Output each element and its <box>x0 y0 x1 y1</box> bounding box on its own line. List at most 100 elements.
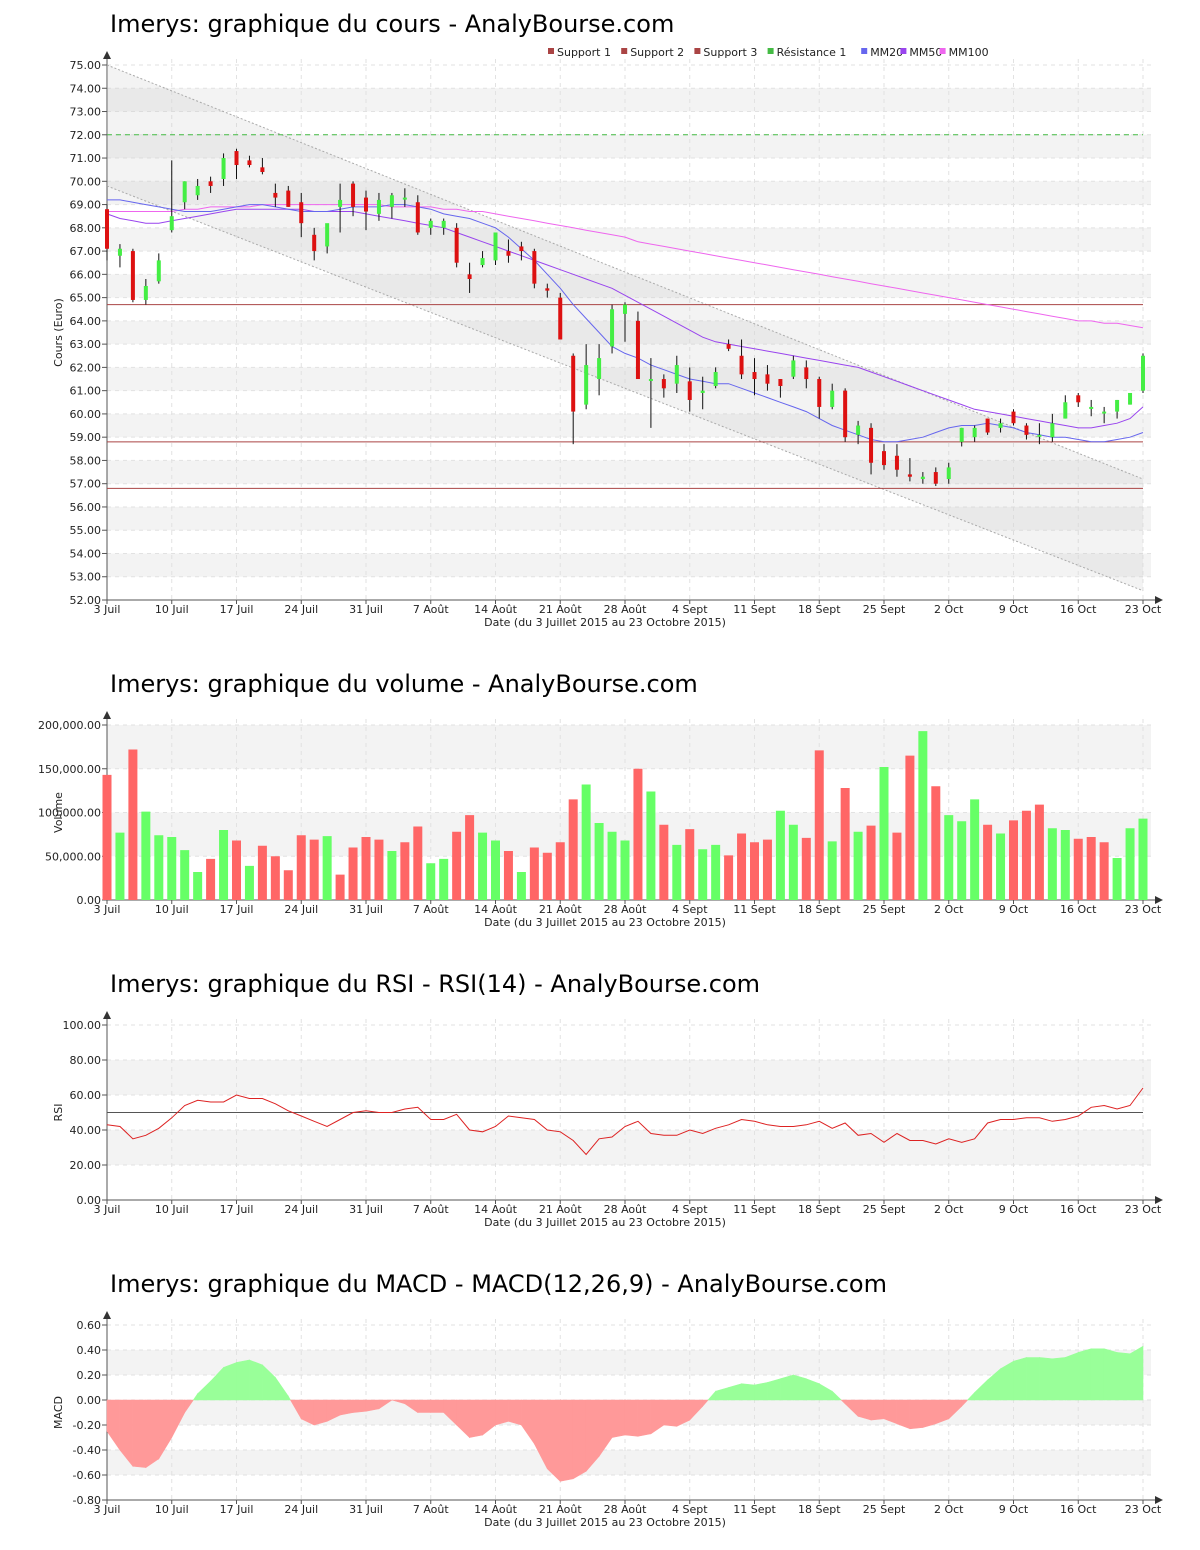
price-ytick-label: 56.00 <box>70 501 102 514</box>
macd-area-segment <box>275 1376 289 1401</box>
volume-bar <box>801 837 811 900</box>
price-panel: 52.00 53.00 54.00 55.00 56.00 57.00 58.00 59.00… <box>52 46 1163 629</box>
volume-bar <box>206 858 216 900</box>
rsi-xtick-label: 10 Juil <box>155 1203 189 1216</box>
candle-body <box>338 199 343 207</box>
candle-body <box>610 309 615 347</box>
candle-body <box>674 365 679 384</box>
candle-body <box>869 427 874 463</box>
volume-bar <box>1009 820 1018 900</box>
candle-body <box>882 451 886 466</box>
candle-body <box>713 372 718 386</box>
macd-area-segment <box>974 1379 988 1401</box>
price-ytick-label: 64.00 <box>70 315 102 328</box>
macd-ytick-label: -0.80 <box>73 1494 101 1507</box>
volume-bar <box>128 749 138 900</box>
candle-body <box>648 379 653 382</box>
candle-body <box>415 202 420 233</box>
volume-bar <box>1138 818 1148 900</box>
volume-bar <box>944 815 954 900</box>
legend-swatch <box>939 48 946 54</box>
candle-body <box>532 251 537 284</box>
candle-body <box>389 195 394 207</box>
volume-bar <box>167 837 177 900</box>
price-band <box>107 413 1151 438</box>
candle-body <box>1076 395 1081 403</box>
macd-y-axis-title: MACD <box>52 1396 65 1429</box>
volume-bar <box>244 865 254 900</box>
macd-area-segment <box>547 1399 561 1482</box>
volume-xtick-label: 3 Juil <box>94 903 121 916</box>
price-ytick-label: 58.00 <box>70 454 102 467</box>
macd-area-segment <box>896 1399 911 1430</box>
macd-area-segment <box>223 1362 237 1401</box>
volume-bar <box>607 831 617 900</box>
candle-body <box>117 248 122 256</box>
price-xtick-label: 24 Juil <box>284 603 318 616</box>
volume-xtick-label: 25 Sept <box>863 903 906 916</box>
rsi-y-axis-title: RSI <box>52 1104 65 1122</box>
rsi-xtick-label: 11 Sept <box>733 1203 776 1216</box>
candle-body <box>519 246 524 252</box>
candle-body <box>156 260 161 282</box>
candle-body <box>597 358 602 380</box>
rsi-xtick-label: 16 Oct <box>1060 1203 1097 1216</box>
volume-bar <box>257 845 267 900</box>
macd-area-segment <box>192 1392 198 1401</box>
macd-xtick-label: 28 Août <box>604 1503 648 1516</box>
volume-bar <box>685 829 695 900</box>
volume-bar <box>762 839 772 900</box>
macd-panel: -0.80 -0.60 -0.40 -0.20 0.00 0.20 0.40 0.60 3 Ju… <box>52 1311 1163 1529</box>
macd-area-segment <box>288 1395 291 1401</box>
candle-body <box>493 232 498 261</box>
volume-xtick-label: 4 Sept <box>672 903 708 916</box>
volume-bar <box>348 847 358 900</box>
rsi-xtick-label: 21 Août <box>539 1203 583 1216</box>
volume-xtick-label: 28 Août <box>604 903 648 916</box>
price-xtick-label: 21 Août <box>539 603 583 616</box>
volume-bar <box>491 840 500 900</box>
candle-body <box>182 181 187 203</box>
volume-bar <box>387 851 397 900</box>
macd-area-segment <box>831 1390 843 1401</box>
volume-bar <box>1060 830 1070 900</box>
macd-area-segment <box>857 1399 872 1421</box>
volume-bar <box>737 833 747 900</box>
volume-bar <box>529 847 539 900</box>
candle-body <box>1128 392 1133 405</box>
volume-bar <box>840 788 850 900</box>
candle-body <box>972 427 977 438</box>
volume-bar <box>633 768 643 900</box>
price-xtick-label: 4 Sept <box>672 603 708 616</box>
volume-bar <box>154 835 164 900</box>
volume-bar <box>724 855 734 900</box>
macd-area-segment <box>417 1399 432 1413</box>
rsi-band <box>107 1060 1151 1095</box>
volume-xtick-label: 10 Juil <box>155 903 189 916</box>
macd-xtick-label: 2 Oct <box>934 1503 964 1516</box>
macd-xtick-label: 10 Juil <box>155 1503 189 1516</box>
macd-area-segment <box>184 1399 194 1414</box>
macd-chart-title: Imerys: graphique du MACD - MACD(12,26,9… <box>110 1270 887 1298</box>
price-band <box>107 506 1151 531</box>
rsi-xtick-label: 18 Sept <box>798 1203 841 1216</box>
price-ytick-label: 72.00 <box>70 129 102 142</box>
candle-body <box>221 158 226 179</box>
candle-body <box>752 372 757 380</box>
macd-area-segment <box>378 1399 393 1410</box>
macd-ytick-label: -0.40 <box>73 1444 101 1457</box>
volume-bar <box>439 858 449 900</box>
volume-xtick-label: 21 Août <box>539 903 583 916</box>
macd-area-segment <box>145 1399 160 1469</box>
volume-bar <box>296 835 306 900</box>
volume-bar <box>232 840 241 900</box>
price-ytick-label: 67.00 <box>70 245 102 258</box>
volume-ytick-label: 50,000.00 <box>45 850 101 863</box>
volume-bar <box>594 823 604 900</box>
rsi-ytick-label: 20.00 <box>70 1159 102 1172</box>
price-xtick-label: 18 Sept <box>798 603 841 616</box>
candle-body <box>1115 399 1120 412</box>
rsi-band <box>107 1130 1151 1165</box>
volume-bar <box>814 750 824 900</box>
macd-ytick-label: -0.20 <box>73 1419 101 1432</box>
